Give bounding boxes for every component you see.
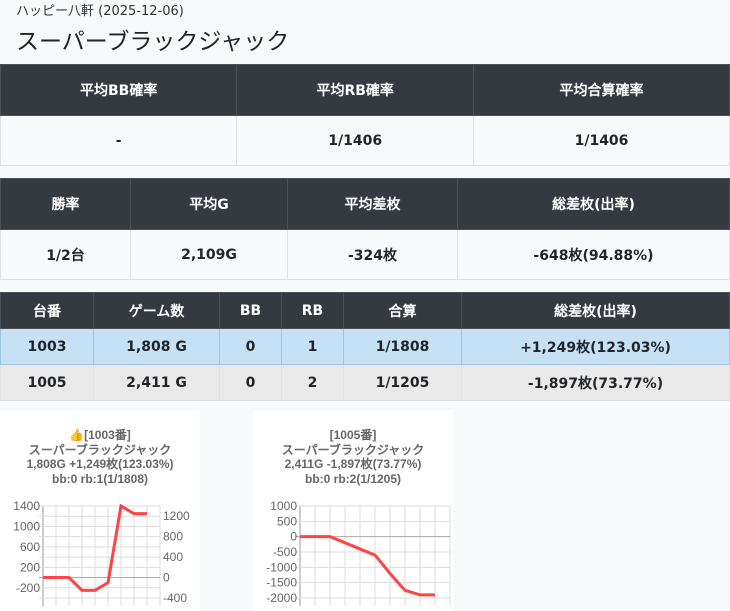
summary-table: 勝率 平均G 平均差枚 総差枚(出率) 1/2台 2,109G -324枚 -648枚(94… [0, 178, 730, 280]
y-tick-label: 1000 [13, 519, 40, 533]
cell: 1003 [0, 328, 94, 365]
cell: 1005 [0, 364, 94, 401]
col-header: 平均RB確率 [236, 64, 475, 116]
card-line: bb:0 rb:1(1/1808) [51, 471, 149, 486]
card-line: 👍[1003番] [69, 428, 131, 442]
cell: +1,249枚(123.03%) [461, 328, 730, 365]
cell: 1/1205 [343, 364, 462, 401]
cell: -1,897枚(73.77%) [461, 364, 730, 401]
cell: 1/2台 [0, 229, 131, 280]
y-tick-label: 1000 [270, 499, 297, 513]
cell: -648枚(94.88%) [457, 229, 730, 280]
cell: 1,808 G [93, 328, 220, 365]
col-header: BB [219, 292, 282, 329]
col-header: 平均G [130, 178, 288, 230]
table-row[interactable]: 1003 1,808 G 0 1 1/1808 +1,249枚(123.03%) [0, 328, 730, 365]
col-header: 勝率 [0, 178, 131, 230]
store-date: ハッピー八軒 (2025-12-06) [16, 4, 184, 19]
machine-card-1005: [1005番] スーパーブラックジャック 2,411G -1,897枚(73.77%… [253, 410, 453, 611]
y-tick-label: 800 [163, 530, 183, 544]
y-tick-label: 200 [20, 560, 40, 574]
card-line: スーパーブラックジャック [28, 442, 172, 457]
cell: 1/1808 [343, 328, 462, 365]
y-tick-label: 1400 [13, 499, 40, 513]
y-tick-label: 0 [163, 571, 170, 585]
cell: 1 [281, 328, 344, 365]
cell: 0 [219, 364, 282, 401]
cell: 2,109G [130, 229, 288, 280]
cell: -324枚 [287, 229, 458, 280]
col-header: ゲーム数 [93, 292, 220, 329]
col-header: 平均合算確率 [473, 64, 730, 116]
probability-table: 平均BB確率 平均RB確率 平均合算確率 -1/1406 1/1406 [0, 64, 730, 166]
cell: 0 [219, 328, 282, 365]
col-header: 総差枚(出率) [457, 178, 730, 230]
y-tick-label: 1200 [163, 509, 190, 523]
y-tick-label: -400 [163, 591, 187, 605]
series-line [300, 535, 435, 597]
y-tick-label: -500 [273, 545, 297, 559]
col-header: 平均差枚 [287, 178, 458, 230]
cell: 2,411 G [93, 364, 220, 401]
card-line: 2,411G -1,897枚(73.77%) [284, 457, 422, 471]
y-tick-label: -1000 [266, 560, 297, 574]
y-tick-label: -200 [16, 581, 40, 595]
col-header: 合算 [343, 292, 462, 329]
y-tick-label: 400 [163, 550, 183, 564]
card-line: スーパーブラックジャック [281, 442, 425, 457]
cell: 1/1406 [236, 115, 475, 166]
cell: - [0, 115, 238, 166]
table-row[interactable]: 1005 2,411 G 0 2 1/1205 -1,897枚(73.77%) [0, 364, 730, 401]
card-line: 1,808G +1,249枚(123.03%) [26, 457, 174, 471]
chart-1003: 1400 1200 1000 800 600 400 200 0 -200 -400 [13, 499, 190, 606]
y-tick-label: 500 [277, 514, 297, 528]
cell: 2 [281, 364, 344, 401]
col-header: RB [281, 292, 344, 329]
card-line: bb:0 rb:2(1/1205) [304, 471, 402, 486]
cell: 1/1406 [473, 115, 730, 166]
y-tick-label: -2000 [266, 591, 297, 605]
col-header: 総差枚(出率) [461, 292, 730, 329]
machine-table: 台番 ゲーム数 BB RB 合算 総差枚(出率) 1003 1,808 G 0 1 1/1808 +… [0, 292, 730, 401]
col-header: 台番 [0, 292, 94, 329]
y-tick-label: 600 [20, 540, 40, 554]
y-tick-label: -1500 [266, 576, 297, 590]
machine-card-1003: 👍[1003番] スーパーブラックジャック 1,808G +1,249枚(123.0… [0, 410, 200, 611]
page-title: スーパーブラックジャック [16, 29, 290, 55]
col-header: 平均BB確率 [0, 64, 238, 116]
y-tick-label: 0 [290, 530, 297, 544]
card-line: [1005番] [329, 428, 377, 442]
